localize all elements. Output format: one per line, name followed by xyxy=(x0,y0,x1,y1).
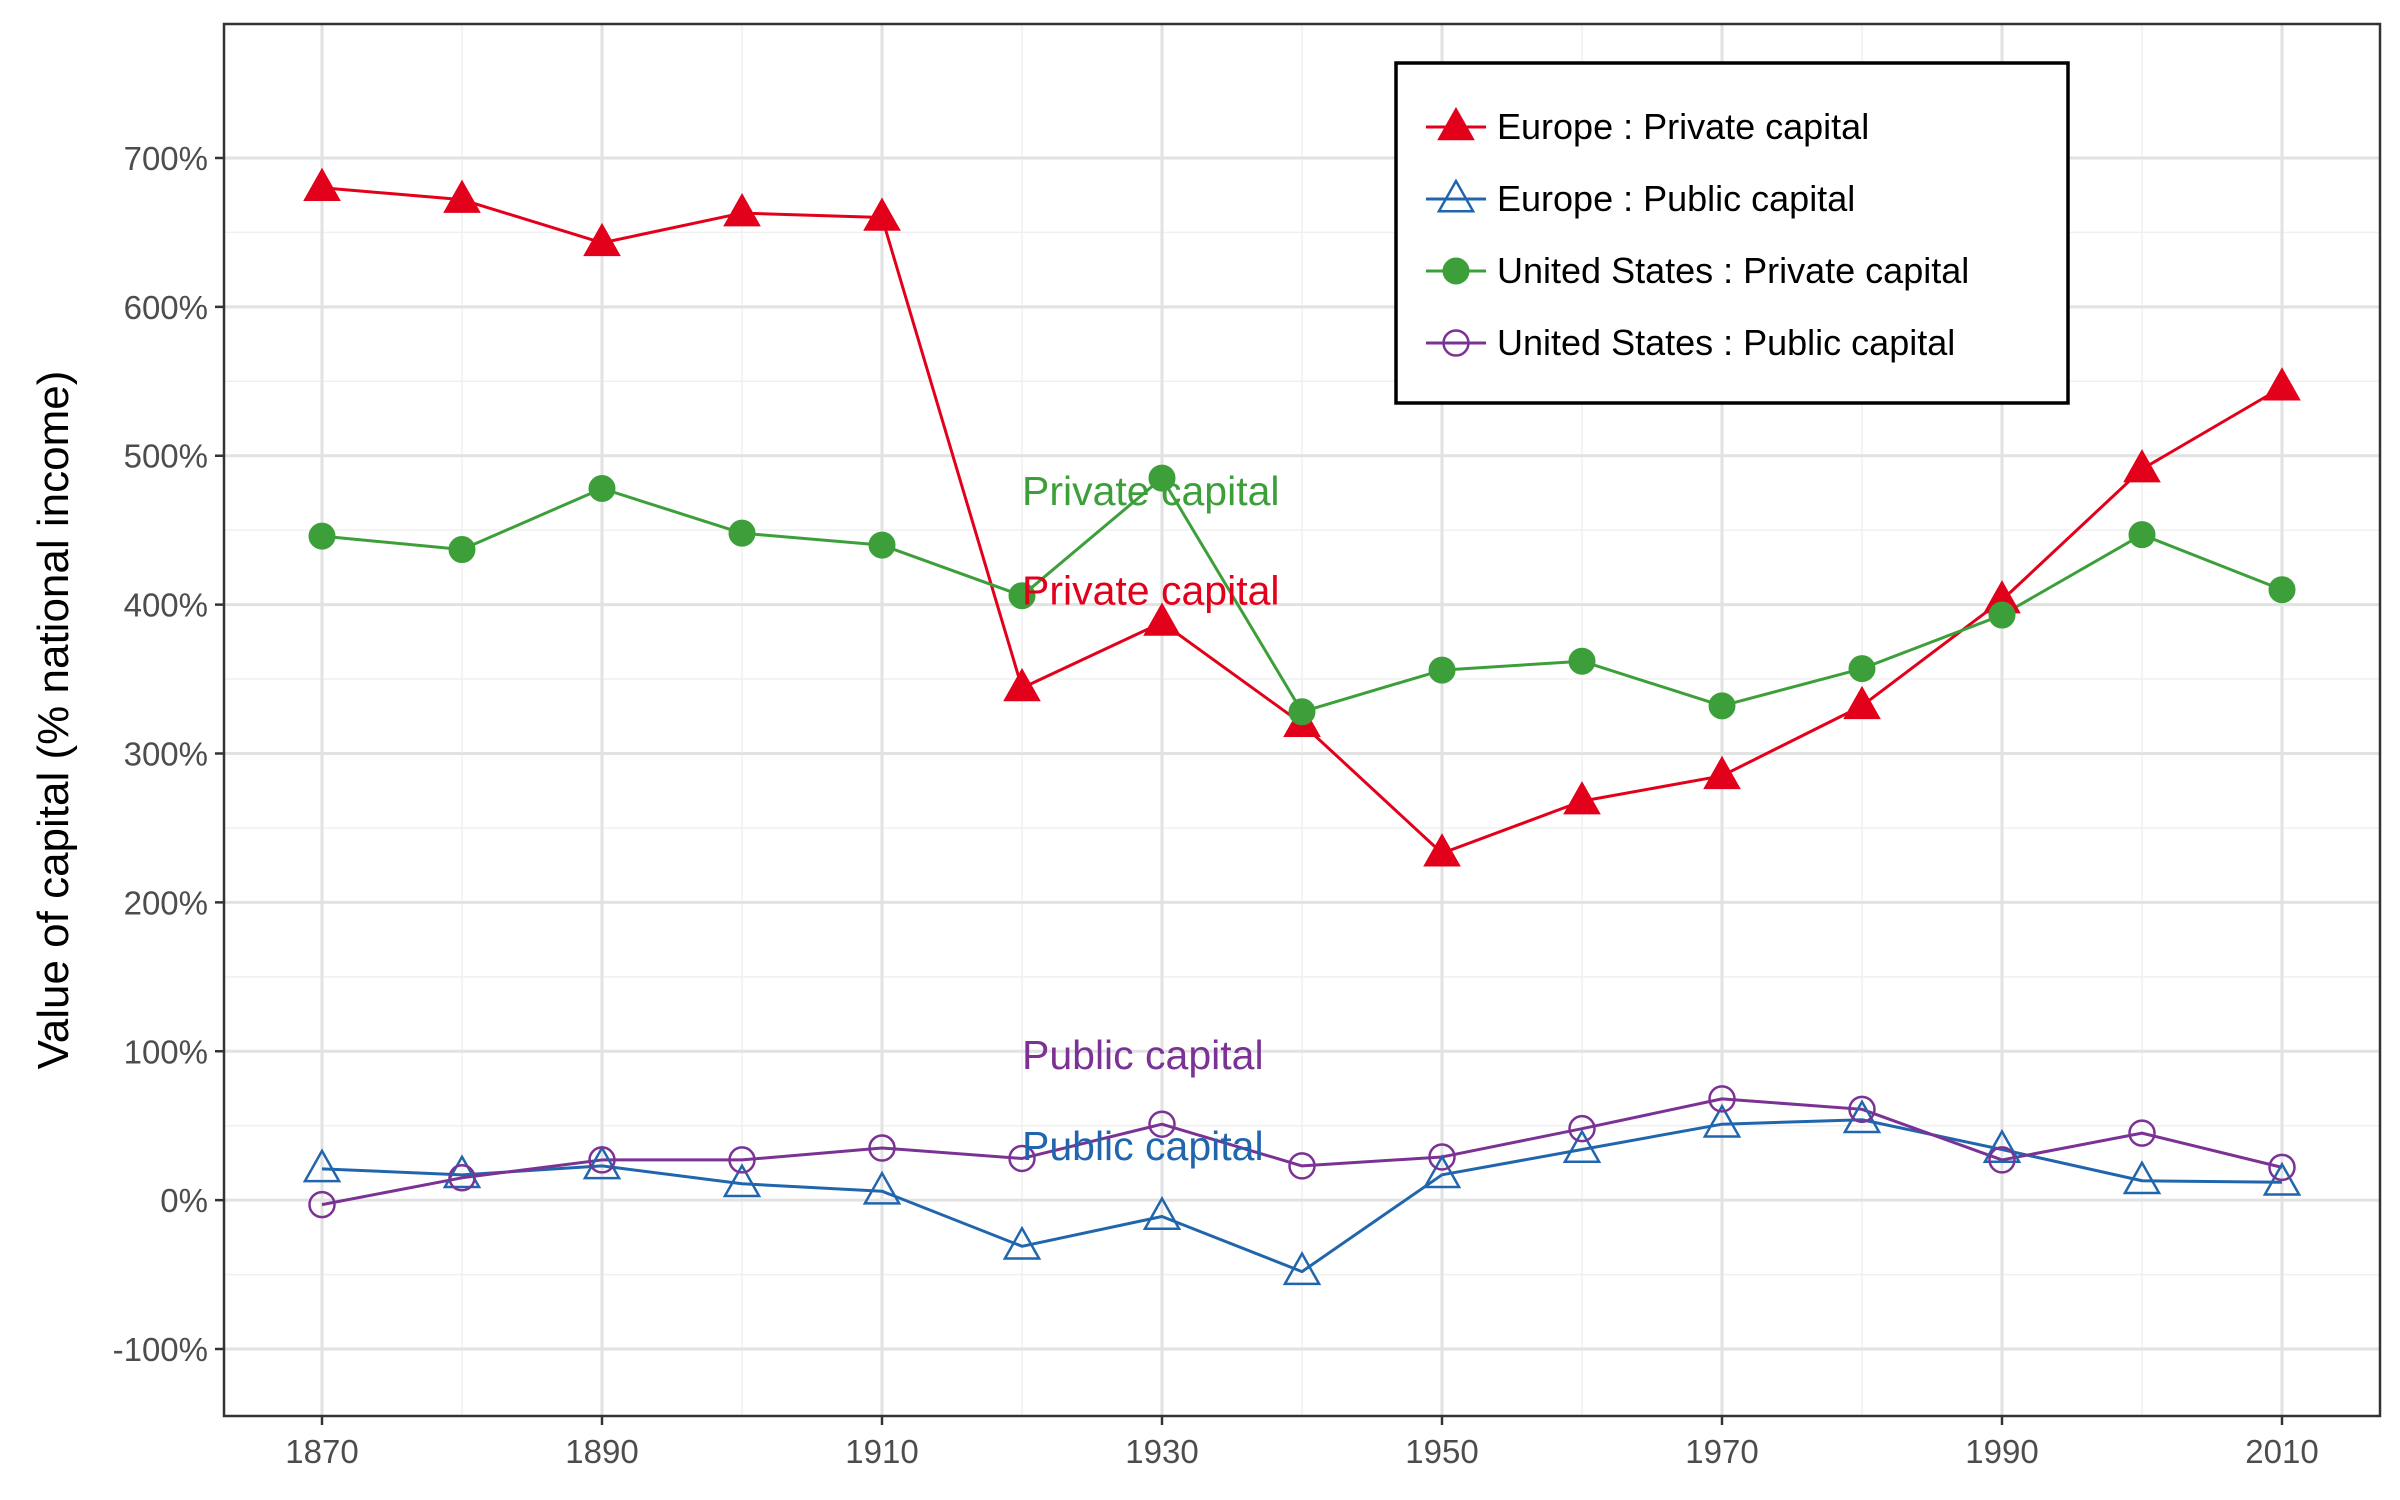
europe-public-point xyxy=(1982,1128,2022,1164)
x-tick-label: 1910 xyxy=(845,1433,918,1470)
legend-swatch-europe-private xyxy=(1437,106,1475,141)
us-private-point xyxy=(1288,698,1316,726)
legend: Europe : Private capital Europe : Public … xyxy=(1394,61,2070,405)
europe-public-point xyxy=(1282,1251,1322,1286)
plot-border xyxy=(222,22,2382,1418)
us-private-point xyxy=(2268,576,2296,604)
y-tick-label: 300% xyxy=(124,735,208,772)
us-public-point xyxy=(1148,1110,1176,1138)
legend-label-us-private: United States : Private capital xyxy=(1497,250,1969,291)
europe-public-point xyxy=(442,1154,482,1189)
grid-layer xyxy=(224,24,2380,1416)
europe-public-point xyxy=(582,1145,622,1180)
us-private-point xyxy=(1988,601,2016,629)
x-tick-label: 1890 xyxy=(565,1433,638,1470)
us-public-point xyxy=(728,1146,756,1174)
annotation-label: Private capital xyxy=(1022,568,1280,614)
us-public-point xyxy=(1988,1146,2016,1174)
us-private-point xyxy=(1008,582,1036,610)
x-tick-label: 2010 xyxy=(2245,1433,2318,1470)
europe-public-point xyxy=(1142,1195,1182,1230)
legend-label-us-public: United States : Public capital xyxy=(1497,322,1955,363)
us-public-point xyxy=(588,1146,616,1174)
europe-public-point xyxy=(1422,1154,1462,1189)
x-tick-label: 1870 xyxy=(285,1433,358,1470)
legend-swatch-us-public xyxy=(1442,329,1470,357)
europe-public-point xyxy=(2122,1160,2162,1195)
legend-swatch-us-private xyxy=(1442,257,1470,285)
x-tick-label: 1970 xyxy=(1685,1433,1758,1470)
axis-layer: -100% 0% 100% 200% 300% 400% 500% 600% 700% 1870 1… xyxy=(113,140,2319,1470)
y-tick-label: 400% xyxy=(124,587,208,624)
us-public-point xyxy=(1428,1143,1456,1171)
us-private-point xyxy=(728,519,756,547)
europe-private-point xyxy=(1003,667,1041,702)
legend-swatch-europe-public xyxy=(1436,178,1476,213)
us-public-point xyxy=(1708,1085,1736,1113)
y-tick-label: 200% xyxy=(124,884,208,921)
us-public-point xyxy=(1568,1114,1596,1143)
europe-private-point xyxy=(1563,781,1601,815)
annotation-label: Private capital xyxy=(1022,468,1280,514)
us-private-point xyxy=(588,474,616,502)
y-tick-label: 0% xyxy=(160,1182,208,1219)
us-public-line xyxy=(321,1097,2283,1207)
europe-private-point xyxy=(583,222,621,257)
x-tick-label: 1990 xyxy=(1965,1433,2038,1470)
us-private-point xyxy=(1568,647,1596,675)
legend-label-europe-public: Europe : Public capital xyxy=(1497,178,1855,219)
us-public-point xyxy=(2268,1153,2296,1182)
legend-box xyxy=(1394,61,2070,405)
us-private-point xyxy=(308,522,336,550)
europe-public-point xyxy=(1002,1225,1042,1260)
annotation-label: Public capital xyxy=(1022,1032,1264,1078)
us-private-point xyxy=(1428,656,1456,684)
europe-private-point xyxy=(2263,367,2301,401)
europe-private-point xyxy=(723,193,761,227)
us-public-point xyxy=(868,1134,896,1162)
us-public-point xyxy=(308,1190,336,1219)
us-private-point xyxy=(1848,655,1876,683)
y-tick-label: 500% xyxy=(124,438,208,475)
us-private-point xyxy=(2128,521,2156,549)
y-tick-label: 600% xyxy=(124,289,208,326)
us-private-point xyxy=(1708,692,1736,720)
us-private-point xyxy=(1148,464,1176,492)
europe-public-point xyxy=(722,1163,762,1198)
annotation-label: Public capital xyxy=(1022,1123,1264,1169)
legend-label-europe-private: Europe : Private capital xyxy=(1497,106,1869,147)
europe-public-point xyxy=(302,1148,342,1183)
europe-public-point xyxy=(1702,1103,1742,1138)
europe-private-point xyxy=(1703,755,1741,790)
europe-private-point xyxy=(443,179,481,213)
x-tick-label: 1950 xyxy=(1405,1433,1478,1470)
europe-public-point xyxy=(2262,1161,2302,1196)
us-public-point xyxy=(1288,1152,1316,1180)
us-public-point xyxy=(1008,1144,1036,1173)
europe-public-point xyxy=(862,1170,902,1205)
us-public-point xyxy=(1848,1095,1876,1124)
us-public-point xyxy=(2128,1119,2156,1147)
us-private-point xyxy=(448,536,476,564)
y-tick-label: 100% xyxy=(124,1033,208,1070)
annotation-layer: Private capital Private capital Public cap… xyxy=(1022,468,1280,1169)
series-layer xyxy=(302,167,2302,1286)
europe-private-point xyxy=(303,167,341,202)
y-tick-label: -100% xyxy=(113,1331,208,1368)
europe-public-point xyxy=(1562,1128,1602,1164)
x-tick-label: 1930 xyxy=(1125,1433,1198,1470)
y-tick-label: 700% xyxy=(124,140,208,177)
europe-private-point xyxy=(2123,449,2161,483)
europe-public-line xyxy=(321,1118,2283,1274)
europe-private-point xyxy=(863,197,901,231)
europe-private-point xyxy=(1143,602,1181,636)
europe-private-point xyxy=(1843,685,1881,720)
europe-private-point xyxy=(1423,833,1461,867)
us-public-point xyxy=(448,1164,476,1192)
us-private-point xyxy=(868,531,896,559)
y-axis-title: Value of capital (% national income) xyxy=(29,371,78,1070)
